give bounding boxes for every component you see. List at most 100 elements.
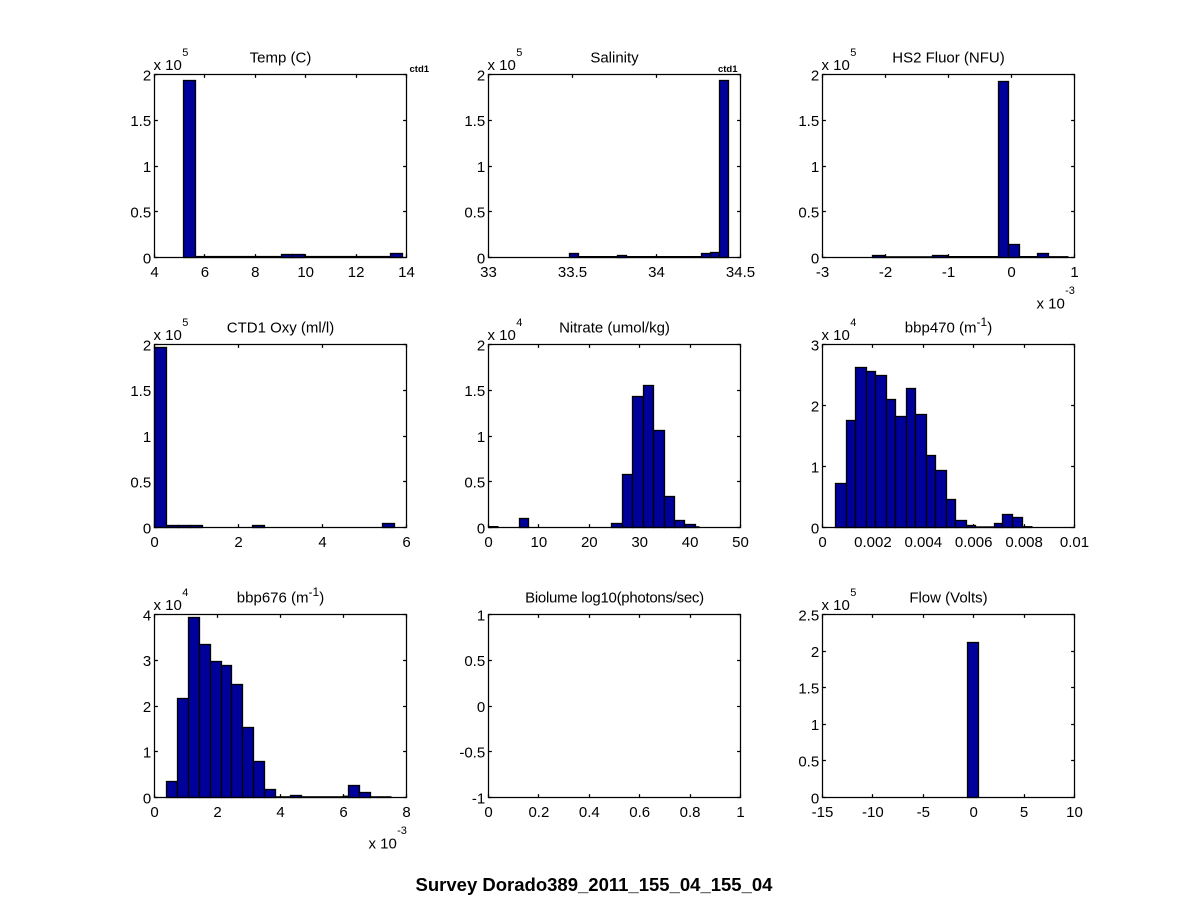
svg-text:1.5: 1.5 xyxy=(130,383,151,400)
svg-text:2: 2 xyxy=(234,534,242,551)
svg-text:4: 4 xyxy=(143,607,151,624)
svg-text:6: 6 xyxy=(201,264,209,281)
svg-text:2: 2 xyxy=(811,398,819,415)
svg-text:0.2: 0.2 xyxy=(528,804,549,821)
svg-text:2: 2 xyxy=(213,804,221,821)
svg-text:0.5: 0.5 xyxy=(464,205,485,222)
svg-text:Salinity: Salinity xyxy=(590,50,639,67)
svg-text:-2: -2 xyxy=(879,264,892,281)
svg-text:0: 0 xyxy=(143,520,151,537)
svg-text:1.5: 1.5 xyxy=(464,113,485,130)
svg-text:0.6: 0.6 xyxy=(629,804,650,821)
svg-text:bbp470 (m-1): bbp470 (m-1) xyxy=(905,315,992,336)
svg-text:0.006: 0.006 xyxy=(955,534,993,551)
svg-text:5: 5 xyxy=(1020,804,1028,821)
svg-text:6: 6 xyxy=(402,534,410,551)
svg-text:0: 0 xyxy=(143,790,151,807)
svg-text:0.8: 0.8 xyxy=(680,804,701,821)
svg-text:2: 2 xyxy=(143,337,151,354)
svg-text:-15: -15 xyxy=(812,804,834,821)
svg-text:33.5: 33.5 xyxy=(558,264,587,281)
svg-text:Flow (Volts): Flow (Volts) xyxy=(909,590,987,607)
svg-text:x 10: x 10 xyxy=(369,836,397,853)
svg-text:Survey Dorado389_2011_155_04_1: Survey Dorado389_2011_155_04_155_04 xyxy=(416,874,774,895)
svg-text:2: 2 xyxy=(477,337,485,354)
svg-text:1.5: 1.5 xyxy=(798,113,819,130)
svg-text:5: 5 xyxy=(182,47,188,59)
svg-text:1: 1 xyxy=(811,459,819,476)
svg-text:34: 34 xyxy=(648,264,665,281)
svg-text:0.5: 0.5 xyxy=(130,205,151,222)
svg-text:4: 4 xyxy=(318,534,326,551)
svg-text:1: 1 xyxy=(477,607,485,624)
svg-text:4: 4 xyxy=(150,264,158,281)
svg-text:30: 30 xyxy=(631,534,648,551)
svg-text:12: 12 xyxy=(348,264,365,281)
svg-text:Nitrate (umol/kg): Nitrate (umol/kg) xyxy=(559,320,670,337)
svg-text:x 10: x 10 xyxy=(154,57,182,74)
svg-text:-3: -3 xyxy=(816,264,829,281)
svg-text:8: 8 xyxy=(251,264,259,281)
svg-text:0: 0 xyxy=(477,520,485,537)
svg-text:0.01: 0.01 xyxy=(1060,534,1089,551)
svg-text:1: 1 xyxy=(143,159,151,176)
svg-text:2.5: 2.5 xyxy=(798,607,819,624)
svg-text:1: 1 xyxy=(736,804,744,821)
svg-text:ctd1: ctd1 xyxy=(410,64,430,75)
svg-text:x 10: x 10 xyxy=(1037,296,1065,313)
svg-text:4: 4 xyxy=(850,317,856,329)
svg-text:6: 6 xyxy=(339,804,347,821)
svg-text:1.5: 1.5 xyxy=(130,113,151,130)
svg-text:-0.5: -0.5 xyxy=(459,745,485,762)
svg-text:3: 3 xyxy=(143,653,151,670)
svg-text:0.5: 0.5 xyxy=(464,653,485,670)
svg-text:1: 1 xyxy=(143,429,151,446)
svg-text:14: 14 xyxy=(398,264,415,281)
svg-text:-5: -5 xyxy=(917,804,930,821)
svg-text:CTD1 Oxy (ml/l): CTD1 Oxy (ml/l) xyxy=(227,320,335,337)
svg-text:4: 4 xyxy=(516,317,522,329)
svg-text:0: 0 xyxy=(477,250,485,267)
svg-text:2: 2 xyxy=(811,644,819,661)
svg-text:Temp (C): Temp (C) xyxy=(250,50,312,67)
svg-text:0: 0 xyxy=(1007,264,1015,281)
svg-text:bbp676 (m-1): bbp676 (m-1) xyxy=(237,585,324,606)
svg-text:10: 10 xyxy=(1066,804,1083,821)
svg-text:50: 50 xyxy=(732,534,749,551)
svg-text:1: 1 xyxy=(143,745,151,762)
svg-text:x 10: x 10 xyxy=(154,597,182,614)
svg-text:1.5: 1.5 xyxy=(464,383,485,400)
svg-text:0.5: 0.5 xyxy=(798,754,819,771)
svg-text:0.4: 0.4 xyxy=(579,804,600,821)
svg-text:2: 2 xyxy=(143,67,151,84)
svg-text:-1: -1 xyxy=(472,790,485,807)
svg-text:x 10: x 10 xyxy=(822,597,850,614)
svg-text:0.5: 0.5 xyxy=(798,205,819,222)
svg-text:3: 3 xyxy=(811,337,819,354)
svg-text:8: 8 xyxy=(402,804,410,821)
svg-text:2: 2 xyxy=(477,67,485,84)
svg-text:20: 20 xyxy=(581,534,598,551)
svg-text:x 10: x 10 xyxy=(154,327,182,344)
svg-text:1: 1 xyxy=(811,159,819,176)
svg-text:2: 2 xyxy=(143,699,151,716)
svg-text:0: 0 xyxy=(811,250,819,267)
svg-text:0.002: 0.002 xyxy=(854,534,892,551)
svg-text:0: 0 xyxy=(970,804,978,821)
svg-text:4: 4 xyxy=(182,587,188,599)
svg-text:5: 5 xyxy=(850,587,856,599)
svg-text:1.5: 1.5 xyxy=(798,681,819,698)
svg-text:0: 0 xyxy=(143,250,151,267)
svg-text:0: 0 xyxy=(811,520,819,537)
svg-text:0.5: 0.5 xyxy=(130,475,151,492)
svg-text:1: 1 xyxy=(811,717,819,734)
svg-text:0.004: 0.004 xyxy=(905,534,943,551)
svg-text:-1: -1 xyxy=(942,264,955,281)
svg-text:HS2 Fluor (NFU): HS2 Fluor (NFU) xyxy=(892,50,1005,67)
svg-text:0: 0 xyxy=(150,804,158,821)
svg-text:0: 0 xyxy=(477,699,485,716)
svg-text:0: 0 xyxy=(484,534,492,551)
svg-text:0: 0 xyxy=(818,534,826,551)
svg-text:33: 33 xyxy=(480,264,497,281)
svg-text:0.5: 0.5 xyxy=(464,475,485,492)
